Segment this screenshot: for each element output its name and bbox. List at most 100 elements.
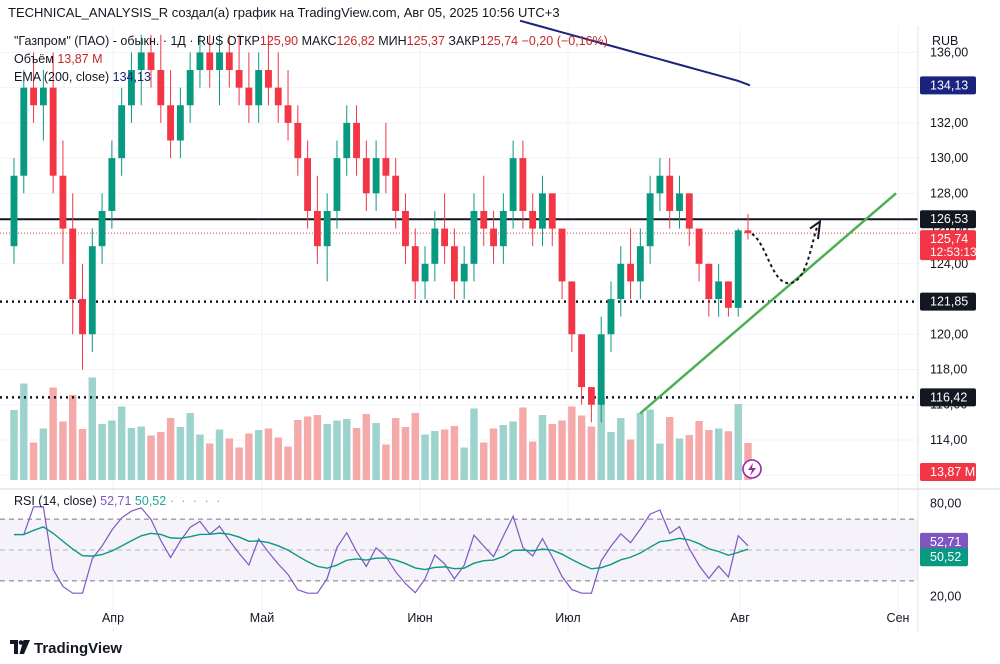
candle: [128, 52, 135, 123]
volume-bar: [372, 423, 380, 480]
candle: [265, 34, 272, 106]
price-axis-ticks: 136,00134,00132,00130,00128,00126,00124,…: [930, 45, 968, 603]
volume-bar: [215, 429, 224, 480]
candle: [372, 140, 380, 211]
candle: [196, 34, 204, 88]
volume-bar: [10, 410, 18, 480]
volume-bar: [607, 432, 615, 480]
candle: [362, 140, 370, 211]
grid: [0, 26, 918, 632]
volume-bars: [10, 377, 752, 480]
candle: [725, 281, 732, 317]
candle: [216, 34, 223, 106]
volume-bar: [127, 428, 136, 480]
volume-bar: [440, 429, 449, 480]
candle: [402, 193, 409, 264]
volume-bar: [421, 434, 429, 480]
volume-bar: [528, 441, 537, 480]
volume-bar: [147, 435, 155, 480]
svg-text:126,53: 126,53: [930, 212, 968, 226]
tradingview-logo[interactable]: TradingView: [10, 640, 122, 657]
open-value: 125,90: [259, 34, 299, 48]
high-value: 126,82: [336, 34, 375, 48]
candle: [147, 34, 155, 88]
candle: [460, 246, 468, 300]
rsi-marker: 50,52: [920, 548, 968, 567]
volume-bar: [186, 413, 194, 480]
instrument-name[interactable]: "Газпром" (ПАО) - обыкн. · 1Д · RUS: [14, 34, 224, 48]
price-chart[interactable]: 136,00134,00132,00130,00128,00126,00124,…: [0, 0, 1000, 632]
volume-bar: [587, 426, 596, 480]
volume-bar: [88, 377, 97, 480]
price-marker: 116,42: [920, 388, 976, 407]
candle: [88, 228, 96, 352]
volume-bar: [538, 415, 547, 480]
price-marker: 126,53: [920, 210, 976, 229]
volume-bar: [264, 428, 273, 480]
volume-bar: [323, 424, 331, 480]
volume-bar: [39, 428, 48, 480]
horizontal-levels: [0, 218, 918, 399]
legend-dots: · · · · ·: [169, 494, 223, 508]
volume-bar: [646, 409, 654, 480]
volume-bar: [108, 420, 116, 480]
volume-bar: [548, 424, 556, 480]
ema-label: EMA (200, close): [14, 70, 110, 84]
candle: [294, 105, 302, 176]
ema-legend[interactable]: EMA (200, close) 134,13: [14, 70, 151, 84]
close-value: 125,74: [479, 34, 519, 48]
volume-bar: [401, 427, 410, 480]
volume-bar: [597, 398, 605, 480]
candle: [255, 52, 263, 123]
candle: [705, 263, 713, 317]
rsi-tick: 20,00: [930, 589, 961, 603]
volume-bar: [460, 447, 468, 480]
candle: [98, 193, 106, 264]
candle: [607, 281, 615, 352]
ema-value: 134,13: [112, 70, 151, 84]
price-tick: 128,00: [930, 186, 968, 200]
volume-bar: [235, 447, 243, 480]
volume-bar: [254, 430, 263, 480]
candle: [509, 140, 517, 229]
price-tick: 130,00: [930, 151, 968, 165]
candle: [20, 70, 28, 194]
volume-bar: [117, 406, 126, 480]
candle: [69, 193, 77, 335]
candle: [539, 175, 546, 247]
currency-label[interactable]: RUB: [932, 34, 959, 48]
candle: [499, 193, 507, 264]
price-tick: 136,00: [930, 45, 968, 59]
candle: [715, 263, 723, 317]
volume-bar: [577, 415, 586, 480]
price-tick: 124,00: [930, 257, 968, 271]
price-tick: 132,00: [930, 116, 968, 130]
volume-bar: [685, 435, 693, 480]
candle: [431, 210, 439, 282]
volume-bar: [20, 383, 28, 480]
volume-bar: [137, 426, 145, 480]
candle: [206, 34, 214, 88]
rsi-line: [14, 506, 749, 594]
volume-bar: [705, 430, 713, 480]
candle: [676, 175, 683, 229]
candle: [685, 193, 693, 247]
time-tick: Сен: [887, 611, 910, 625]
volume-bar: [59, 421, 67, 480]
price-marker: 121,85: [920, 292, 976, 311]
volume-label: Объём: [14, 52, 54, 66]
candle: [353, 105, 360, 176]
volume-bar: [431, 431, 439, 480]
lightning-icon[interactable]: [742, 459, 762, 479]
instrument-header: "Газпром" (ПАО) - обыкн. · 1Д · RUS ОТКР…: [14, 34, 608, 48]
brand-name: TradingView: [34, 640, 123, 657]
volume-bar: [176, 427, 185, 480]
volume-legend[interactable]: Объём 13,87 M: [14, 52, 102, 66]
rsi-legend[interactable]: RSI (14, close) 52,71 50,52 · · · · ·: [14, 494, 222, 508]
candle: [490, 210, 497, 264]
volume-bar: [499, 425, 508, 480]
candle: [284, 70, 292, 141]
price-marker: 134,13: [920, 76, 976, 95]
volume-bar: [391, 418, 400, 480]
